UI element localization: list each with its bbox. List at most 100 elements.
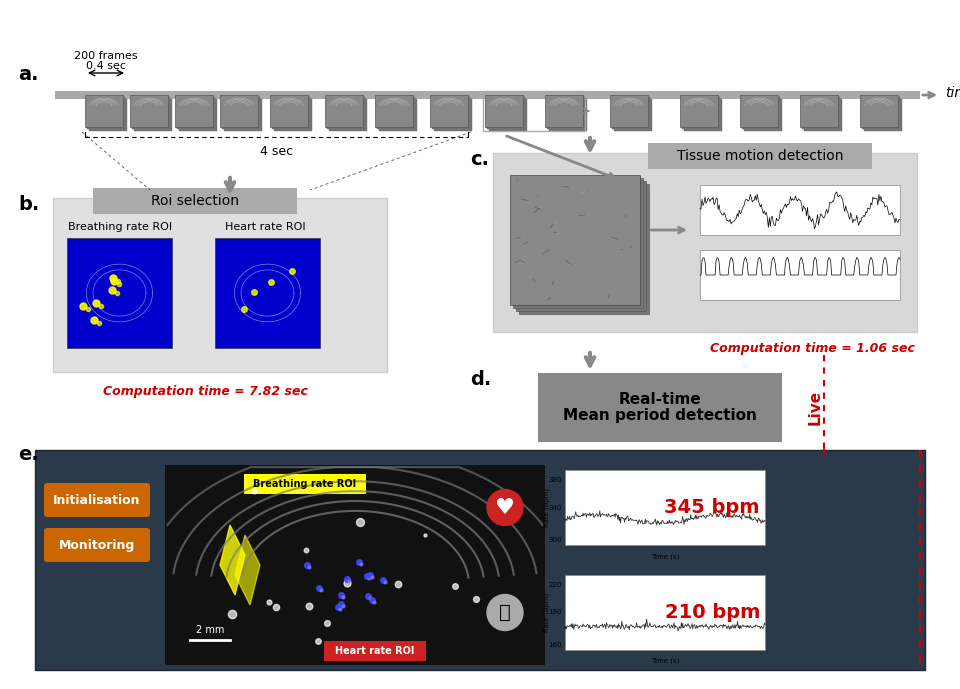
- Bar: [329, 99, 367, 131]
- Bar: [165, 465, 545, 665]
- Bar: [179, 99, 217, 131]
- Bar: [325, 95, 363, 127]
- Bar: [700, 185, 900, 235]
- Text: c.: c.: [470, 150, 489, 169]
- Bar: [327, 97, 365, 129]
- Circle shape: [487, 489, 523, 526]
- Bar: [434, 99, 472, 131]
- Bar: [565, 470, 765, 545]
- Bar: [740, 95, 778, 127]
- Bar: [89, 99, 127, 131]
- Bar: [177, 97, 215, 129]
- Polygon shape: [220, 525, 245, 595]
- Bar: [270, 95, 308, 127]
- Bar: [132, 97, 170, 129]
- Text: e.: e.: [18, 445, 38, 464]
- Bar: [483, 91, 585, 131]
- Text: Heart rate ROI: Heart rate ROI: [335, 646, 415, 656]
- FancyBboxPatch shape: [493, 153, 917, 332]
- FancyBboxPatch shape: [244, 474, 366, 494]
- Text: Heart rate ROI: Heart rate ROI: [225, 222, 305, 232]
- Bar: [487, 97, 525, 129]
- Text: 160: 160: [548, 642, 562, 648]
- Bar: [565, 575, 765, 650]
- Bar: [134, 99, 172, 131]
- Text: Computation time = 1.06 sec: Computation time = 1.06 sec: [710, 342, 915, 355]
- Bar: [220, 95, 258, 127]
- Bar: [87, 97, 125, 129]
- Bar: [742, 97, 780, 129]
- Bar: [510, 175, 640, 305]
- Text: 4 sec: 4 sec: [260, 145, 293, 158]
- Text: a.: a.: [18, 65, 38, 84]
- Text: 345 bpm: 345 bpm: [664, 498, 760, 517]
- Bar: [67, 238, 172, 348]
- Bar: [682, 97, 720, 129]
- Text: 0.4 sec: 0.4 sec: [86, 61, 126, 71]
- Bar: [130, 95, 168, 127]
- Text: Real-time: Real-time: [618, 392, 702, 407]
- Bar: [485, 95, 523, 127]
- Bar: [549, 99, 587, 131]
- Bar: [375, 95, 413, 127]
- Text: Initialisation: Initialisation: [53, 493, 141, 506]
- Bar: [700, 250, 900, 300]
- Bar: [804, 99, 842, 131]
- Text: Rate (bpm): Rate (bpm): [543, 488, 550, 527]
- Text: 220: 220: [549, 582, 562, 588]
- Bar: [864, 99, 902, 131]
- FancyBboxPatch shape: [53, 198, 387, 372]
- Bar: [379, 99, 417, 131]
- FancyBboxPatch shape: [538, 373, 782, 442]
- Text: 🫁: 🫁: [499, 603, 511, 622]
- Text: 200 frames: 200 frames: [74, 51, 138, 61]
- Polygon shape: [235, 535, 260, 605]
- Text: Mean period detection: Mean period detection: [564, 408, 756, 423]
- Bar: [610, 95, 648, 127]
- Text: Rate (bpm): Rate (bpm): [543, 593, 550, 632]
- Bar: [175, 95, 213, 127]
- Text: 300: 300: [548, 537, 562, 543]
- Bar: [862, 97, 900, 129]
- Bar: [272, 97, 310, 129]
- Bar: [545, 95, 583, 127]
- Bar: [860, 95, 898, 127]
- Bar: [513, 178, 643, 308]
- Bar: [680, 95, 718, 127]
- Text: Time (s): Time (s): [651, 553, 679, 559]
- FancyBboxPatch shape: [44, 528, 150, 562]
- Text: 380: 380: [548, 477, 562, 483]
- Text: 190: 190: [548, 610, 562, 615]
- Bar: [614, 99, 652, 131]
- Bar: [55, 91, 920, 99]
- Bar: [274, 99, 312, 131]
- Bar: [430, 95, 468, 127]
- Bar: [802, 97, 840, 129]
- Bar: [377, 97, 415, 129]
- Text: Live: Live: [807, 390, 823, 425]
- Text: ♥: ♥: [495, 497, 515, 517]
- Text: Time (s): Time (s): [651, 658, 679, 664]
- Bar: [612, 97, 650, 129]
- FancyBboxPatch shape: [324, 641, 426, 661]
- Text: Breathing rate ROI: Breathing rate ROI: [253, 479, 356, 489]
- Bar: [215, 238, 320, 348]
- Text: Monitoring: Monitoring: [59, 539, 135, 551]
- Text: time: time: [945, 86, 960, 100]
- Bar: [85, 95, 123, 127]
- Bar: [224, 99, 262, 131]
- Text: 210 bpm: 210 bpm: [664, 603, 760, 622]
- Text: 2 mm: 2 mm: [196, 625, 225, 635]
- Bar: [222, 97, 260, 129]
- Text: Breathing rate ROI: Breathing rate ROI: [68, 222, 172, 232]
- FancyBboxPatch shape: [93, 188, 297, 214]
- Text: Roi selection: Roi selection: [151, 194, 239, 208]
- Text: Computation time = 7.82 sec: Computation time = 7.82 sec: [103, 385, 307, 398]
- Bar: [684, 99, 722, 131]
- Bar: [744, 99, 782, 131]
- Text: Tissue motion detection: Tissue motion detection: [677, 149, 843, 163]
- Bar: [519, 184, 649, 314]
- Bar: [516, 181, 646, 311]
- FancyBboxPatch shape: [44, 483, 150, 517]
- Text: 340: 340: [548, 504, 562, 511]
